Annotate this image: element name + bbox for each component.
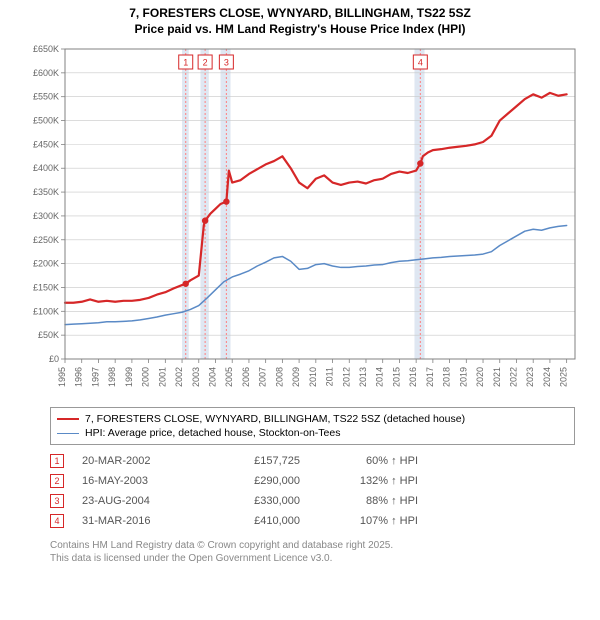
svg-text:£150K: £150K <box>33 283 59 293</box>
sale-marker: 2 <box>50 474 64 488</box>
svg-text:1995: 1995 <box>57 367 67 387</box>
legend-swatch <box>57 433 79 434</box>
sale-date: 16-MAY-2003 <box>82 475 192 487</box>
sale-row: 1 20-MAR-2002 £157,725 60% ↑ HPI <box>50 451 575 471</box>
svg-text:2008: 2008 <box>274 367 284 387</box>
svg-text:£650K: £650K <box>33 44 59 54</box>
svg-text:2021: 2021 <box>492 367 502 387</box>
svg-text:2004: 2004 <box>207 367 217 387</box>
sale-row: 3 23-AUG-2004 £330,000 88% ↑ HPI <box>50 491 575 511</box>
legend-row: HPI: Average price, detached house, Stoc… <box>57 426 568 440</box>
svg-text:2001: 2001 <box>157 367 167 387</box>
title-line-2: Price paid vs. HM Land Registry's House … <box>0 22 600 38</box>
svg-text:£600K: £600K <box>33 68 59 78</box>
svg-text:1997: 1997 <box>90 367 100 387</box>
svg-text:2003: 2003 <box>191 367 201 387</box>
sale-marker: 4 <box>50 514 64 528</box>
sale-row: 4 31-MAR-2016 £410,000 107% ↑ HPI <box>50 511 575 531</box>
svg-text:£450K: £450K <box>33 140 59 150</box>
svg-text:2: 2 <box>203 58 208 68</box>
svg-text:2007: 2007 <box>258 367 268 387</box>
svg-text:2014: 2014 <box>375 367 385 387</box>
sale-marker: 1 <box>50 454 64 468</box>
svg-text:2013: 2013 <box>358 367 368 387</box>
sale-date: 23-AUG-2004 <box>82 495 192 507</box>
svg-text:£350K: £350K <box>33 187 59 197</box>
svg-text:1996: 1996 <box>74 367 84 387</box>
footer-line-1: Contains HM Land Registry data © Crown c… <box>50 539 575 552</box>
chart-container: 7, FORESTERS CLOSE, WYNYARD, BILLINGHAM,… <box>0 0 600 565</box>
svg-text:2009: 2009 <box>291 367 301 387</box>
sale-marker: 3 <box>50 494 64 508</box>
svg-text:2010: 2010 <box>308 367 318 387</box>
svg-text:2024: 2024 <box>542 367 552 387</box>
legend-row: 7, FORESTERS CLOSE, WYNYARD, BILLINGHAM,… <box>57 412 568 426</box>
svg-text:2019: 2019 <box>458 367 468 387</box>
title-line-1: 7, FORESTERS CLOSE, WYNYARD, BILLINGHAM,… <box>0 6 600 22</box>
svg-text:1998: 1998 <box>107 367 117 387</box>
footer-line-2: This data is licensed under the Open Gov… <box>50 552 575 565</box>
svg-text:2022: 2022 <box>508 367 518 387</box>
legend-swatch <box>57 418 79 420</box>
svg-text:4: 4 <box>418 58 423 68</box>
svg-text:2011: 2011 <box>325 367 335 386</box>
sale-price: £290,000 <box>210 475 300 487</box>
svg-text:2023: 2023 <box>525 367 535 387</box>
sale-pct: 132% ↑ HPI <box>318 475 418 487</box>
sale-date: 31-MAR-2016 <box>82 515 192 527</box>
footer-note: Contains HM Land Registry data © Crown c… <box>50 539 575 565</box>
svg-text:2015: 2015 <box>391 367 401 387</box>
svg-text:£50K: £50K <box>38 330 59 340</box>
svg-text:£550K: £550K <box>33 92 59 102</box>
svg-text:2018: 2018 <box>442 367 452 387</box>
svg-text:2000: 2000 <box>141 367 151 387</box>
svg-text:2012: 2012 <box>341 367 351 387</box>
sale-price: £410,000 <box>210 515 300 527</box>
svg-text:1999: 1999 <box>124 367 134 387</box>
svg-text:£300K: £300K <box>33 211 59 221</box>
sale-date: 20-MAR-2002 <box>82 455 192 467</box>
svg-text:2017: 2017 <box>425 367 435 387</box>
sale-pct: 107% ↑ HPI <box>318 515 418 527</box>
svg-text:2020: 2020 <box>475 367 485 387</box>
svg-text:2005: 2005 <box>224 367 234 387</box>
svg-text:2025: 2025 <box>559 367 569 387</box>
sale-pct: 88% ↑ HPI <box>318 495 418 507</box>
svg-text:£250K: £250K <box>33 235 59 245</box>
sales-table: 1 20-MAR-2002 £157,725 60% ↑ HPI 2 16-MAY-200… <box>50 451 575 531</box>
svg-text:£400K: £400K <box>33 163 59 173</box>
sale-pct: 60% ↑ HPI <box>318 455 418 467</box>
svg-text:2016: 2016 <box>408 367 418 387</box>
sale-price: £157,725 <box>210 455 300 467</box>
chart-svg: £0 £50K £100K £150K £200K £250K £300K £350K £400… <box>10 39 590 399</box>
svg-text:1: 1 <box>183 58 188 68</box>
svg-text:2006: 2006 <box>241 367 251 387</box>
legend-label: 7, FORESTERS CLOSE, WYNYARD, BILLINGHAM,… <box>85 413 465 425</box>
svg-text:£200K: £200K <box>33 259 59 269</box>
chart-area: £0 £50K £100K £150K £200K £250K £300K £350K £400… <box>10 39 590 399</box>
svg-text:£500K: £500K <box>33 116 59 126</box>
legend: 7, FORESTERS CLOSE, WYNYARD, BILLINGHAM,… <box>50 407 575 445</box>
sale-price: £330,000 <box>210 495 300 507</box>
title-block: 7, FORESTERS CLOSE, WYNYARD, BILLINGHAM,… <box>0 0 600 39</box>
sale-row: 2 16-MAY-2003 £290,000 132% ↑ HPI <box>50 471 575 491</box>
svg-text:2002: 2002 <box>174 367 184 387</box>
svg-text:3: 3 <box>224 58 229 68</box>
legend-label: HPI: Average price, detached house, Stoc… <box>85 427 340 439</box>
svg-text:£0: £0 <box>49 354 59 364</box>
svg-text:£100K: £100K <box>33 306 59 316</box>
